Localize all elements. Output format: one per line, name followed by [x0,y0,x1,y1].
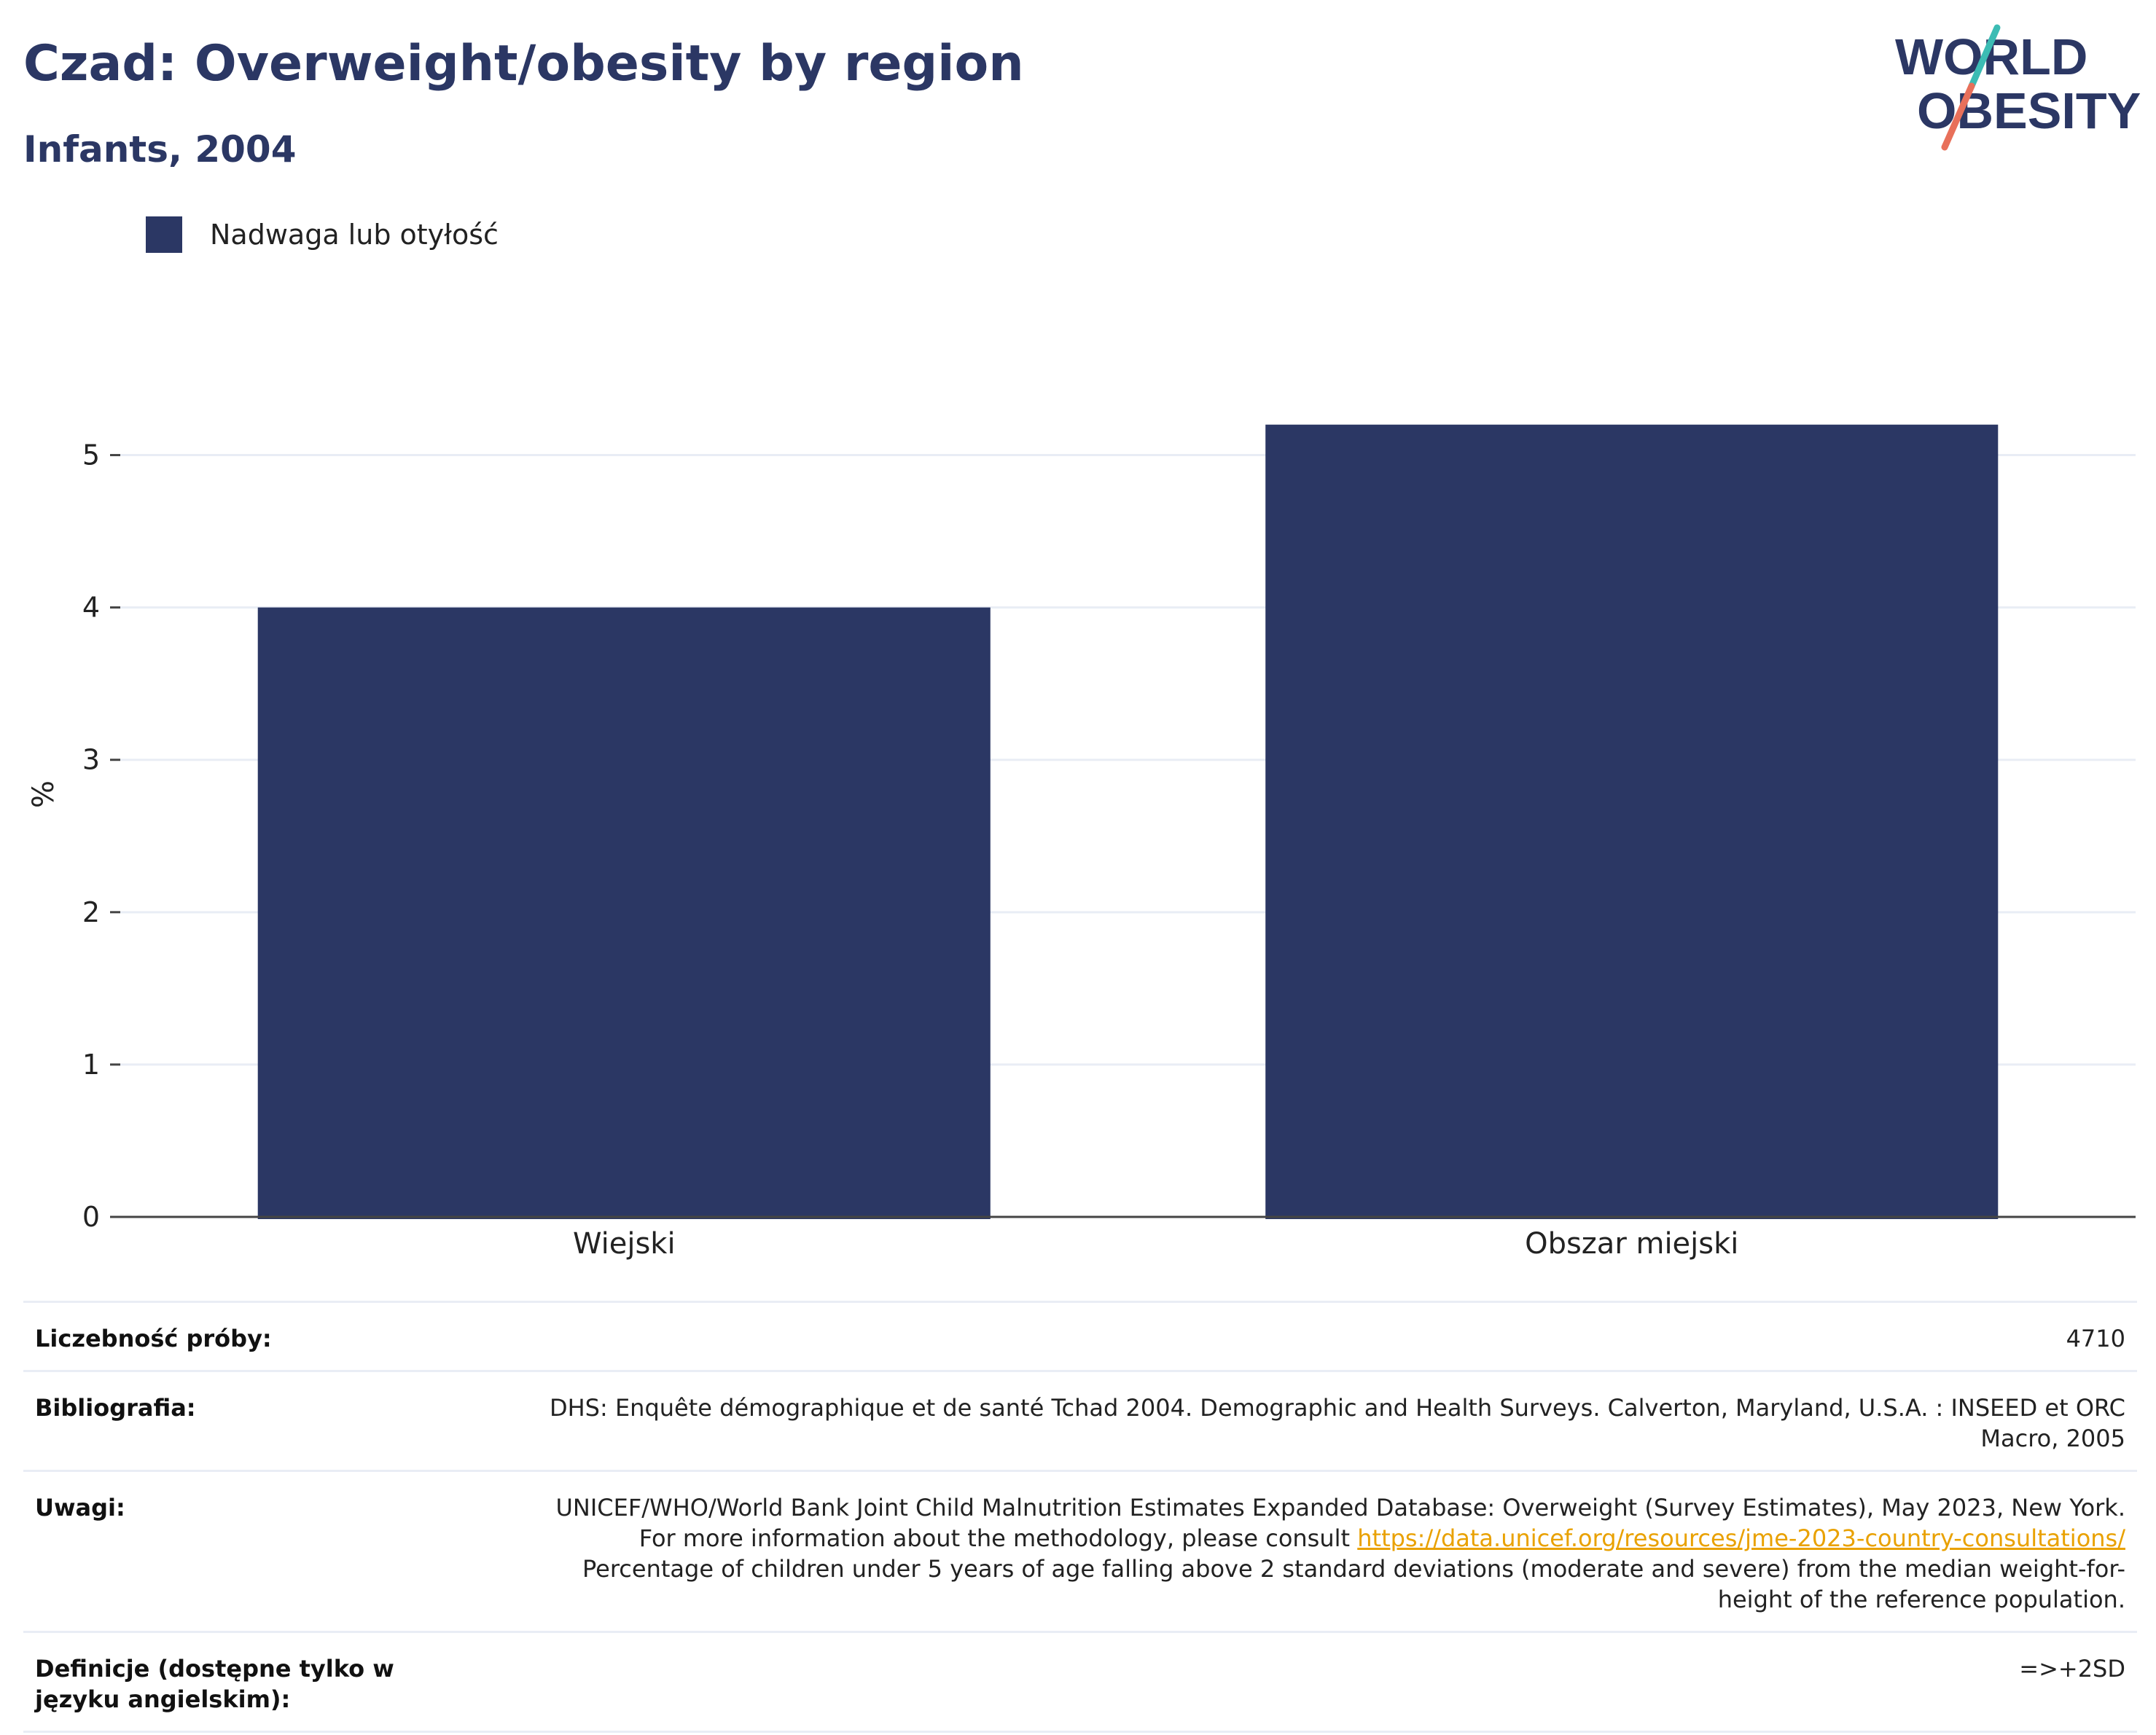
y-tick-label: 1 [82,1049,100,1081]
info-table: Liczebność próby: 4710 Bibliografia: DHS… [23,1301,2137,1733]
chart-subtitle: Infants, 2004 [23,128,297,171]
notes-text-after: Percentage of children under 5 years of … [582,1555,2125,1613]
chart-title: Czad: Overweight/obesity by region [23,35,1024,93]
logo-slash-top [1968,24,2001,90]
y-tick-label: 5 [82,439,100,471]
bar-0[interactable] [257,607,991,1219]
info-row-sample-size: Liczebność próby: 4710 [23,1301,2137,1370]
x-tick-label: Obszar miejski [1525,1227,1738,1261]
definitions-key: Definicje (dostępne tylko w języku angie… [35,1655,394,1713]
bar-chart: 0 1 2 3 4 5 Wiejski Obszar miejski [82,424,2136,1261]
notes-text-before: UNICEF/WHO/World Bank Joint Child Malnut… [555,1494,2126,1552]
y-tick-label: 2 [82,896,100,928]
y-axis-ticks: 0 1 2 3 4 5 [82,439,120,1233]
x-axis-ticks: Wiejski Obszar miejski [573,1227,1738,1261]
notes-key: Uwagi: [35,1494,125,1521]
methodology-link[interactable]: https://data.unicef.org/resources/jme-20… [1357,1524,2125,1552]
logo-slash-bottom [1941,82,1975,151]
x-tick-label: Wiejski [573,1227,676,1261]
info-row-bibliography: Bibliografia: DHS: Enquête démographique… [23,1370,2137,1470]
definitions-value: =>+2SD [2019,1655,2125,1683]
bibliography-value: DHS: Enquête démographique et de santé T… [549,1394,2125,1452]
sample-size-value: 4710 [2066,1325,2125,1352]
legend-label: Nadwaga lub otyłość [210,219,499,251]
y-tick-label: 3 [82,744,100,776]
info-row-notes: Uwagi: UNICEF/WHO/World Bank Joint Child… [23,1470,2137,1631]
y-tick-label: 0 [82,1201,100,1233]
world-obesity-logo: WORLD OBESITY [1895,24,2141,151]
bars [257,424,1999,1219]
info-row-definitions: Definicje (dostępne tylko w języku angie… [23,1631,2137,1733]
y-tick-label: 4 [82,592,100,624]
legend[interactable]: Nadwaga lub otyłość [146,216,499,254]
bar-1[interactable] [1265,424,1999,1219]
legend-swatch [146,216,182,253]
sample-size-key: Liczebność próby: [35,1325,272,1352]
bibliography-key: Bibliografia: [35,1394,196,1422]
notes-value: UNICEF/WHO/World Bank Joint Child Malnut… [536,1492,2126,1615]
